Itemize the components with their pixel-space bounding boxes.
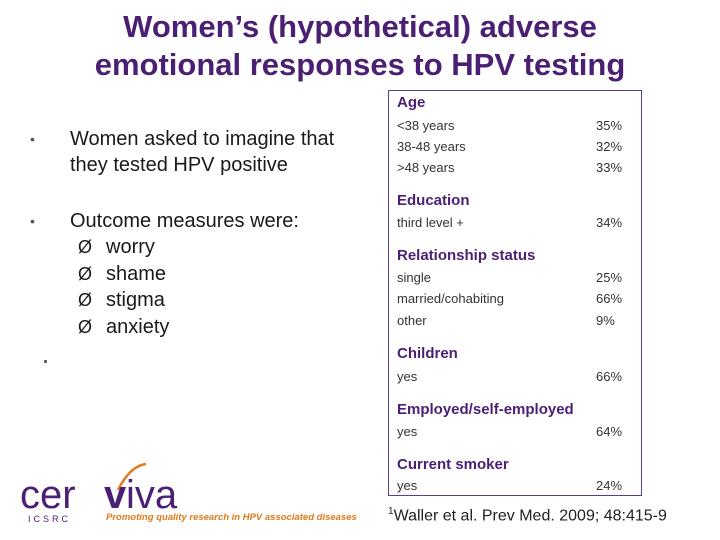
table-row-value: 33% xyxy=(596,160,623,175)
table-row-value: 66% xyxy=(596,369,623,384)
table-row-value: 9% xyxy=(596,313,615,328)
table-row-value: 25% xyxy=(596,270,623,285)
table-row-label: yes xyxy=(397,369,418,384)
logo-name-part1: cer xyxy=(20,473,76,517)
footnote-marker: 1 xyxy=(388,506,394,517)
outcome-item: Ø stigma xyxy=(30,287,370,314)
table-row-value: 35% xyxy=(596,118,623,133)
outcome-item: Ø anxiety xyxy=(30,314,370,341)
bullet-item: • Women asked to imagine that they teste… xyxy=(30,126,370,178)
citation-footnote: 1Waller et al. Prev Med. 2009; 48:415-9 xyxy=(388,506,667,525)
title-line-1: Women’s (hypothetical) adverse xyxy=(123,9,597,44)
outcome-item: Ø worry xyxy=(30,234,370,261)
table-row-label: yes xyxy=(397,478,418,493)
stray-dot xyxy=(44,360,47,363)
bullet-dot-icon: • xyxy=(30,213,35,229)
table-row-label: third level + xyxy=(397,215,464,230)
title-line-2: emotional responses to HPV testing xyxy=(94,47,626,82)
footnote-text: Waller et al. Prev Med. 2009; 48:415-9 xyxy=(393,507,667,525)
arrow-bullet-icon: Ø xyxy=(78,316,93,337)
bullet-text: Women asked to imagine that xyxy=(70,128,335,150)
logo-name-part2: iva xyxy=(126,473,178,517)
table-row-value: 34% xyxy=(596,215,623,230)
ceriva-logo: cer v iva ICSRC Promoting quality resear… xyxy=(20,462,357,524)
logo-subtitle: ICSRC xyxy=(28,514,71,524)
bullet-text: Outcome measures were: xyxy=(70,210,299,232)
logo-tagline: Promoting quality research in HPV associ… xyxy=(106,512,357,523)
arrow-bullet-icon: Ø xyxy=(78,237,93,257)
bullet-text: they tested HPV positive xyxy=(70,154,288,176)
table-row-value: 64% xyxy=(596,424,623,439)
results-table-border xyxy=(388,90,642,496)
bullet-item: • Outcome measures were: xyxy=(30,208,370,234)
table-row-label: 38-48 years xyxy=(397,139,466,154)
page-title: Women’s (hypothetical) adverse emotional… xyxy=(40,8,680,84)
children-header: Children xyxy=(397,345,458,362)
age-header: Age xyxy=(397,94,426,111)
table-row-value: 32% xyxy=(596,139,623,154)
logo-v-mark: v xyxy=(104,473,127,517)
logo-swoosh-icon xyxy=(116,462,147,491)
smoker-header: Current smoker xyxy=(397,456,509,473)
bullet-list: • Women asked to imagine that they teste… xyxy=(30,126,370,340)
outcome-item: Ø shame xyxy=(30,261,370,288)
table-row-label: yes xyxy=(397,424,418,439)
education-header: Education xyxy=(397,192,470,209)
relationship-header: Relationship status xyxy=(397,247,536,264)
table-row-value: 66% xyxy=(596,291,623,306)
table-row-label: married/cohabiting xyxy=(397,291,504,306)
table-row-value: 24% xyxy=(596,478,623,493)
employed-header: Employed/self-employed xyxy=(397,401,574,418)
arrow-bullet-icon: Ø xyxy=(78,263,93,284)
bullet-dot-icon: • xyxy=(30,131,35,147)
table-row-label: other xyxy=(397,313,427,328)
table-row-label: single xyxy=(397,270,431,285)
table-row-label: <38 years xyxy=(397,118,455,133)
arrow-bullet-icon: Ø xyxy=(78,290,93,310)
table-row-label: >48 years xyxy=(397,160,455,175)
